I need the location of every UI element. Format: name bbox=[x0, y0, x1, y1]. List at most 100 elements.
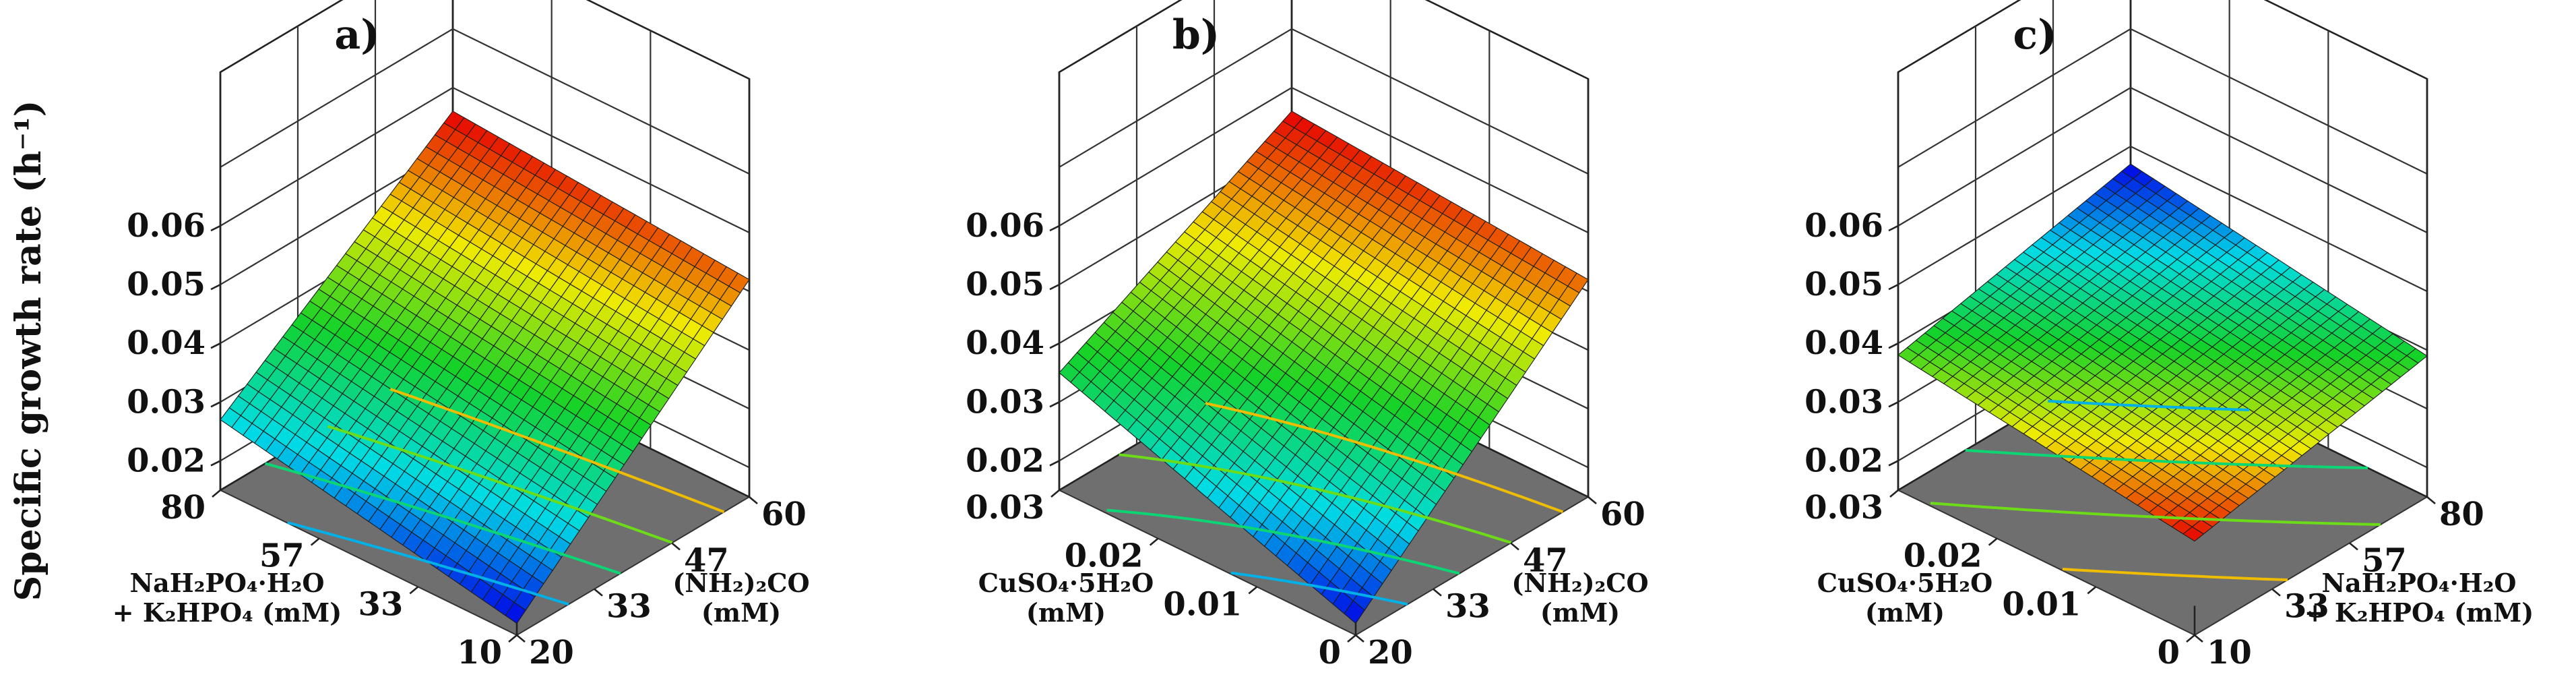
z-tick-mark bbox=[1888, 343, 1899, 349]
z-tick-label: 0.02 bbox=[966, 442, 1044, 479]
floor-contour bbox=[389, 388, 725, 514]
wall-gridline bbox=[1897, 86, 2428, 233]
z-tick-label: 0.02 bbox=[127, 442, 206, 479]
z-tick-mark bbox=[1888, 225, 1899, 232]
z-tick-label: 0.03 bbox=[127, 383, 206, 421]
left-axis-tick-label: 33 bbox=[358, 585, 404, 623]
floor-contour bbox=[265, 462, 621, 575]
z-tick-label: 0.06 bbox=[127, 207, 206, 245]
right-axis-tick-mark bbox=[749, 496, 758, 504]
right-axis-tick-mark bbox=[2349, 542, 2358, 551]
left-axis-label: + K₂HPO₄ (mM) bbox=[113, 597, 342, 628]
right-axis-tick-mark bbox=[1433, 588, 1442, 597]
wall-gridline bbox=[1059, 28, 1589, 175]
z-tick-mark bbox=[1888, 401, 1899, 408]
panel-a: 0.02 0.03 0.04 0.05 0.06 80 57 33 10 20 33 47 60 NaH₂… bbox=[113, 0, 810, 672]
z-tick-label: 0.04 bbox=[966, 324, 1044, 362]
left-axis-tick-mark bbox=[1347, 634, 1356, 643]
z-tick-label: 0.04 bbox=[127, 324, 206, 362]
panel-label: a) bbox=[334, 11, 379, 59]
z-tick-mark bbox=[1049, 283, 1060, 291]
left-axis-tick-label: 57 bbox=[259, 537, 305, 575]
left-axis-label: CuSO₄·5H₂O bbox=[978, 568, 1154, 598]
surface-cell bbox=[2182, 526, 2205, 542]
right-axis-label: (NH₂)₂CO bbox=[672, 568, 809, 598]
left-axis-tick-mark bbox=[2087, 586, 2097, 595]
left-axis-tick-mark bbox=[1149, 537, 1159, 546]
right-axis-tick-label: 47 bbox=[1523, 541, 1568, 579]
floor-contour bbox=[287, 521, 569, 606]
right-axis-tick-label: 33 bbox=[606, 588, 652, 626]
floor-contour bbox=[2062, 568, 2288, 581]
panel-c: 0.02 0.03 0.04 0.05 0.06 0.03 0.02 0.01 0 10 33 57 8… bbox=[1804, 0, 2534, 672]
left-axis-tick-label: 0 bbox=[2158, 634, 2180, 672]
z-tick-mark bbox=[210, 225, 221, 232]
right-axis-tick-label: 60 bbox=[761, 496, 807, 533]
floor-contour bbox=[1965, 448, 2368, 469]
right-axis-tick-label: 33 bbox=[2284, 588, 2329, 626]
left-axis-tick-mark bbox=[1050, 489, 1060, 498]
left-axis-label: (mM) bbox=[1026, 597, 1106, 628]
left-axis-tick-label: 0 bbox=[1319, 634, 1341, 672]
right-axis-tick-mark bbox=[2426, 496, 2436, 504]
right-axis-tick-mark bbox=[594, 588, 603, 597]
z-tick-label: 0.05 bbox=[966, 266, 1044, 303]
right-axis-label: (NH₂)₂CO bbox=[1511, 568, 1648, 598]
left-axis-tick-mark bbox=[1889, 489, 1899, 498]
right-axis-tick-label: 60 bbox=[1600, 496, 1645, 533]
floor-contour bbox=[1930, 502, 2381, 526]
right-axis-tick-label: 10 bbox=[2207, 634, 2252, 672]
left-axis-tick-mark bbox=[1248, 586, 1258, 595]
left-axis-tick-label: 0.03 bbox=[1804, 489, 1883, 527]
right-axis-tick-label: 47 bbox=[684, 541, 729, 579]
z-tick-mark bbox=[210, 343, 221, 349]
z-tick-label: 0.03 bbox=[1804, 383, 1883, 421]
left-axis-tick-mark bbox=[409, 586, 419, 595]
right-axis-tick-label: 20 bbox=[529, 634, 574, 672]
left-axis-label: (mM) bbox=[1865, 597, 1945, 628]
wall-gridline bbox=[1897, 145, 2428, 293]
z-tick-label: 0.05 bbox=[127, 266, 206, 303]
left-axis-tick-label: 0.01 bbox=[1163, 585, 1242, 623]
wall-gridline bbox=[220, 28, 750, 175]
left-axis-tick-mark bbox=[508, 634, 517, 643]
z-tick-mark bbox=[1049, 401, 1060, 408]
floor-contour bbox=[1119, 453, 1512, 544]
right-axis-tick-mark bbox=[1510, 542, 1519, 551]
z-tick-label: 0.06 bbox=[1804, 207, 1883, 245]
z-tick-label: 0.04 bbox=[1804, 324, 1883, 362]
z-tick-label: 0.06 bbox=[966, 207, 1044, 245]
left-axis-label: NaH₂PO₄·H₂O bbox=[129, 568, 324, 598]
z-tick-mark bbox=[210, 283, 221, 291]
floor-contour bbox=[1205, 402, 1564, 514]
z-tick-mark bbox=[210, 460, 221, 467]
floor-contour bbox=[327, 425, 673, 544]
left-axis-tick-mark bbox=[1988, 537, 1998, 546]
left-axis-label: CuSO₄·5H₂O bbox=[1817, 568, 1992, 598]
right-axis-label: (mM) bbox=[1540, 597, 1620, 628]
right-axis-tick-label: 20 bbox=[1368, 634, 1413, 672]
response-surface bbox=[220, 111, 750, 624]
left-axis-tick-label: 0.03 bbox=[966, 489, 1044, 527]
z-tick-mark bbox=[210, 401, 221, 408]
panel-label: c) bbox=[2013, 11, 2057, 59]
left-axis-tick-mark bbox=[212, 489, 221, 498]
left-axis-tick-label: 0.01 bbox=[2002, 585, 2081, 623]
right-axis-tick-label: 57 bbox=[2362, 541, 2407, 579]
y-axis-label: Specific growth rate (h⁻¹) bbox=[8, 100, 49, 601]
z-tick-label: 0.02 bbox=[1804, 442, 1883, 479]
floor-contour bbox=[1230, 571, 1408, 606]
left-axis-tick-mark bbox=[2186, 634, 2195, 643]
right-axis-tick-mark bbox=[2194, 634, 2203, 643]
floor-contour bbox=[2048, 399, 2250, 411]
right-axis-label: (mM) bbox=[701, 597, 781, 628]
right-axis-tick-mark bbox=[1355, 634, 1364, 643]
z-tick-label: 0.05 bbox=[1804, 266, 1883, 303]
wall-gridline bbox=[220, 86, 750, 233]
left-axis-tick-label: 0.02 bbox=[1904, 537, 1982, 575]
panel-label: b) bbox=[1172, 11, 1220, 59]
right-axis-tick-label: 80 bbox=[2439, 496, 2484, 533]
floor-contour bbox=[1106, 508, 1460, 575]
right-axis-label: + K₂HPO₄ (mM) bbox=[2304, 597, 2534, 628]
